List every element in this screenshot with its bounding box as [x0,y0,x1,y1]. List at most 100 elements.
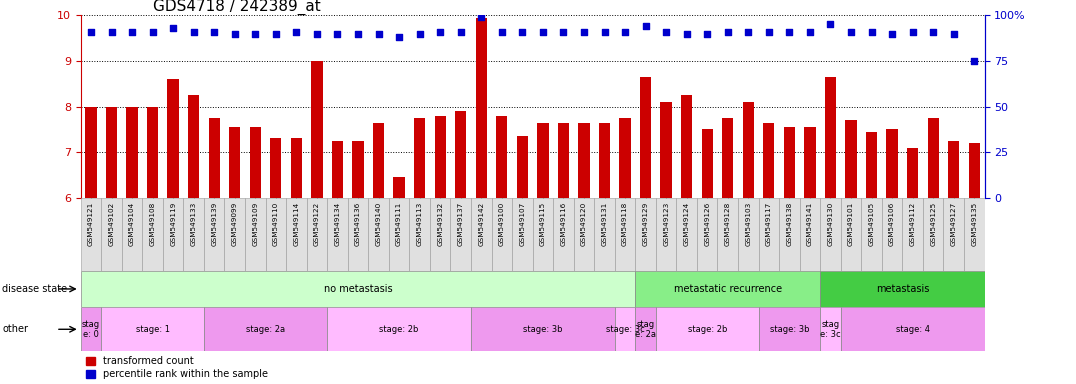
Bar [882,198,903,271]
Text: GSM549109: GSM549109 [252,201,258,246]
Point [904,29,921,35]
Text: GSM549108: GSM549108 [150,201,156,246]
Bar [614,307,635,351]
Text: stage: 2b: stage: 2b [380,325,419,334]
Point [781,29,798,35]
Bar [759,198,779,271]
Point [698,31,716,37]
Text: GSM549131: GSM549131 [601,201,608,246]
Text: GSM549114: GSM549114 [294,201,299,246]
Bar [635,271,820,307]
Point [391,34,408,40]
Bar [722,118,734,198]
Bar [866,132,877,198]
Bar [512,198,533,271]
Text: GSM549118: GSM549118 [622,201,628,246]
Bar [887,129,897,198]
Bar [903,198,923,271]
Bar [414,118,425,198]
Bar [373,122,384,198]
Point [924,29,942,35]
Bar [388,198,409,271]
Point [555,29,572,35]
Point [945,31,962,37]
Text: no metastasis: no metastasis [324,284,393,294]
Point [513,29,530,35]
Point [637,23,654,30]
Bar [430,198,451,271]
Bar [846,120,856,198]
Point [678,31,695,37]
Bar [455,111,466,198]
Bar [697,198,718,271]
Bar [327,198,348,271]
Text: GSM549099: GSM549099 [231,201,238,246]
Text: stage: 2b: stage: 2b [688,325,727,334]
Bar [266,198,286,271]
Text: GSM549100: GSM549100 [499,201,505,246]
Text: GSM549101: GSM549101 [848,201,854,246]
Bar [183,198,204,271]
Bar [861,198,882,271]
Bar [225,198,245,271]
Bar [311,61,323,198]
Bar [105,107,117,198]
Text: GSM549123: GSM549123 [663,201,669,246]
Bar [270,139,282,198]
Bar [307,198,327,271]
Bar [574,198,594,271]
Text: GSM549132: GSM549132 [437,201,443,246]
Bar [840,198,861,271]
Point [802,29,819,35]
Text: GSM549105: GSM549105 [868,201,875,246]
Bar [168,79,179,198]
Bar [553,198,574,271]
Text: disease state: disease state [2,284,68,294]
Bar [759,307,820,351]
Text: metastasis: metastasis [876,284,929,294]
Bar [635,198,656,271]
Point [596,29,613,35]
Bar [286,198,307,271]
Point [739,29,756,35]
Text: other: other [2,324,28,334]
Bar [907,147,918,198]
Text: stag
e: 3c: stag e: 3c [820,319,840,339]
Bar [409,198,430,271]
Text: GSM549116: GSM549116 [561,201,566,246]
Point [719,29,736,35]
Bar [820,271,985,307]
Text: stage: 1: stage: 1 [136,325,170,334]
Bar [718,198,738,271]
Bar [471,307,614,351]
Bar [209,118,220,198]
Bar [101,198,122,271]
Text: GSM549120: GSM549120 [581,201,587,246]
Bar [537,122,549,198]
Text: metastatic recurrence: metastatic recurrence [674,284,782,294]
Bar [964,198,985,271]
Bar [656,198,677,271]
Text: GSM549140: GSM549140 [376,201,382,246]
Point [350,31,367,37]
Point [103,29,121,35]
Text: GSM549129: GSM549129 [642,201,649,246]
Bar [327,307,471,351]
Bar [820,307,840,351]
Point [617,29,634,35]
Bar [599,122,610,198]
Bar [620,118,631,198]
Point [431,29,449,35]
Bar [594,198,614,271]
Bar [126,107,138,198]
Bar [677,198,697,271]
Text: GDS4718 / 242389_at: GDS4718 / 242389_at [153,0,321,15]
Bar [799,198,820,271]
Bar [635,307,656,351]
Bar [840,307,985,351]
Text: GSM549107: GSM549107 [520,201,525,246]
Point [843,29,860,35]
Bar [923,198,944,271]
Bar [451,198,471,271]
Bar [661,102,671,198]
